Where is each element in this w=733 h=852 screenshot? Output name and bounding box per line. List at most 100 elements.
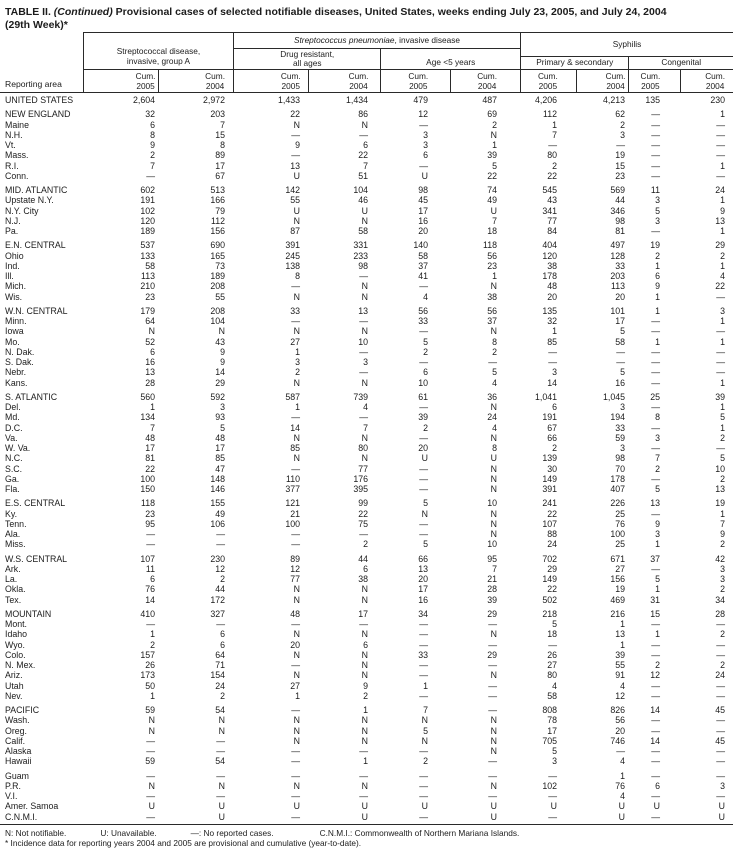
value-cell: — (716, 690, 725, 701)
reporting-area-cell: Tex. (5, 594, 22, 605)
value-cell: 17 (358, 608, 368, 619)
value-cell: 19 (615, 150, 625, 161)
table-row: Md. 134 93 — — 39 24 191 194 8 5 (0, 412, 733, 422)
value-cell: 17 (215, 443, 225, 453)
value-cell: 739 (353, 391, 368, 402)
value-cell: 2 (552, 443, 557, 453)
value-cell: 8 (655, 412, 660, 423)
value-cell: — (359, 791, 368, 801)
value-cell: — (359, 746, 368, 756)
value-cell: 2 (720, 660, 725, 670)
value-cell: — (291, 150, 300, 161)
value-cell: 24 (715, 185, 725, 195)
reporting-area-cell: E.N. CENTRAL (5, 240, 66, 251)
value-cell: 410 (140, 608, 155, 619)
pneumoniae-label-rest: , invasive disease (394, 34, 461, 45)
value-cell: — (419, 463, 428, 474)
value-cell: 25 (650, 391, 660, 402)
value-cell: 2 (363, 690, 368, 701)
value-cell: 59 (145, 756, 155, 767)
value-cell: — (419, 432, 428, 443)
value-cell: 1 (150, 402, 155, 412)
value-cell: — (419, 670, 428, 681)
value-cell: 79 (215, 205, 225, 216)
value-cell: 38 (487, 291, 497, 302)
value-cell: 100 (285, 518, 300, 529)
pneumoniae-subgroups: Drug resistant, all ages Age <5 years (234, 49, 520, 69)
drug-resistant-label: Drug resistant, all ages (234, 49, 380, 69)
value-cell: 4 (620, 791, 625, 801)
value-cell: — (548, 140, 557, 150)
value-cell: 21 (290, 508, 300, 519)
value-cell: 139 (542, 453, 557, 464)
value-cell: — (419, 484, 428, 494)
value-cell: 3 (423, 140, 428, 150)
value-cell: 4,206 (534, 95, 557, 105)
reporting-area-cell: Ga. (5, 473, 20, 484)
value-cell: 11 (145, 563, 155, 574)
value-cell: 95 (145, 518, 155, 529)
value-cell: 4 (620, 680, 625, 691)
strep-a-label-line1: Streptococcal disease, (116, 46, 201, 56)
value-cell: 1 (620, 639, 625, 650)
value-cell: — (716, 326, 725, 337)
value-cell: — (419, 811, 428, 822)
value-cell: 377 (285, 484, 300, 494)
value-cell: 8 (492, 336, 497, 347)
value-cell: — (651, 563, 660, 574)
value-cell: — (716, 357, 725, 367)
value-cell: 3 (720, 780, 725, 791)
value-cell: U (421, 801, 428, 812)
value-cell: 23 (615, 170, 625, 181)
value-cell: 118 (482, 240, 497, 251)
value-cell: 12 (615, 690, 625, 701)
reporting-area-cell: N.Y. City (5, 205, 39, 216)
value-cell: 2 (720, 539, 725, 550)
table-row: Del. 1 3 1 4 — N 6 3 — 1 (0, 402, 733, 412)
value-cell: 9 (220, 346, 225, 357)
value-cell: 20 (615, 291, 625, 302)
value-cell: 29 (215, 377, 225, 388)
value-cell: 49 (487, 195, 497, 206)
value-cell: 12 (650, 670, 660, 681)
value-cell: 8 (295, 271, 300, 281)
value-cell: 39 (487, 150, 497, 161)
table-row: Ark. 11 12 12 6 13 7 29 27 — 3 (0, 564, 733, 574)
value-cell: 2 (720, 250, 725, 261)
value-cell: — (419, 119, 428, 130)
value-cell: 6 (423, 150, 428, 161)
value-cell: N (490, 735, 497, 746)
value-cell: 13 (418, 563, 428, 574)
value-cell: — (419, 357, 428, 367)
value-cell: 208 (210, 305, 225, 316)
value-cell: 7 (552, 129, 557, 140)
reporting-area-cell: Del. (5, 402, 21, 412)
value-cell: 76 (615, 780, 625, 791)
value-cell: 2 (423, 756, 428, 767)
value-cell: N (361, 584, 368, 595)
value-cell: 16 (615, 377, 625, 388)
value-cell: 4 (363, 402, 368, 412)
value-cell: 4 (492, 377, 497, 388)
pneumoniae-label-italic: Streptococcus pneumoniae (293, 34, 395, 45)
value-cell: 17 (418, 584, 428, 595)
value-cell: — (216, 735, 225, 746)
value-cell: 7 (363, 422, 368, 433)
value-cell: 98 (418, 185, 428, 195)
congenital-label: Congenital (628, 57, 733, 69)
value-cell: 13 (145, 367, 155, 378)
value-cell: 407 (610, 484, 625, 494)
table-row: Kans. 28 29 N N 10 4 14 16 — 1 (0, 378, 733, 388)
table-row: NEW ENGLAND 32 203 22 86 12 69 112 62 — 1 (0, 109, 733, 119)
value-cell: 33 (418, 316, 428, 326)
reporting-area-cell: E.S. CENTRAL (5, 498, 66, 509)
value-cell: N (293, 326, 300, 337)
value-cell: 497 (610, 240, 625, 251)
value-cell: 7 (363, 160, 368, 171)
reporting-area-cell: N. Dak. (5, 346, 35, 357)
value-cell: 2 (150, 150, 155, 161)
value-cell: 5 (492, 160, 497, 171)
value-cell: N (148, 715, 155, 726)
value-cell: 404 (542, 240, 557, 251)
value-cell: — (488, 690, 497, 701)
